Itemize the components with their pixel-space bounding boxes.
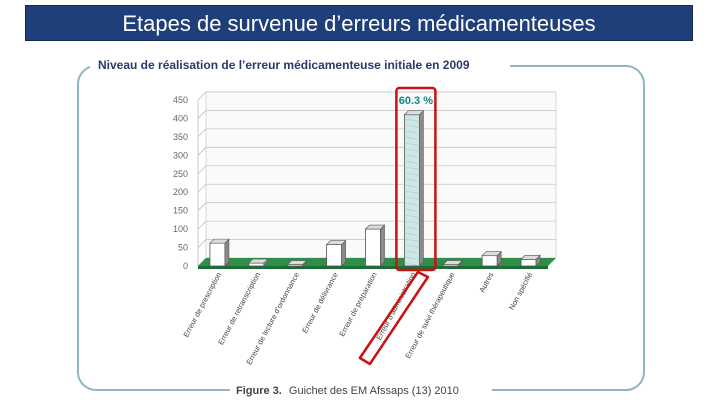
y-tick-label: 350 — [173, 132, 188, 142]
bar-top — [403, 110, 425, 116]
y-tick-label: 100 — [173, 224, 188, 234]
bar — [481, 250, 502, 267]
category-label: Autres — [477, 271, 495, 295]
bar-side — [419, 110, 424, 267]
annotation-percent: 60.3 % — [399, 95, 433, 107]
grid-line-diag — [197, 128, 207, 138]
bar-hatch — [404, 130, 420, 135]
bar-hatch — [404, 172, 420, 177]
y-tick-label: 50 — [178, 243, 188, 253]
y-tick-label: 150 — [173, 206, 188, 216]
grid-line-diag — [197, 147, 207, 156]
bar-hatch — [404, 118, 420, 123]
bar-hatch — [404, 262, 420, 267]
bar-hatch — [404, 202, 420, 207]
y-tick-label: 200 — [173, 187, 188, 197]
slide-title: Etapes de survenue d’erreurs médicamente… — [25, 5, 693, 41]
grid-line-diag — [197, 110, 207, 119]
bar-hatch — [404, 226, 420, 231]
bar-top — [520, 255, 541, 260]
y-tick-label: 300 — [173, 150, 188, 160]
bar-top — [325, 240, 347, 245]
bar-side — [380, 224, 385, 267]
bar-hatch — [404, 256, 420, 261]
figure-caption: Figure 3. Guichet des EM Afssaps (13) 20… — [236, 385, 459, 397]
figure-label: Figure 3. — [236, 385, 282, 397]
y-tick-label: 400 — [173, 113, 188, 123]
highlight-bar-box — [395, 86, 437, 272]
bar-hatch — [404, 124, 420, 129]
bar-front — [365, 228, 381, 267]
bar — [248, 258, 269, 267]
highlight-label-outline — [358, 270, 430, 366]
bar-hatch — [404, 250, 420, 255]
chart-title: Niveau de réalisation de l’erreur médica… — [98, 58, 470, 72]
bar-top — [286, 260, 308, 265]
category-label: Erreur de préparation — [337, 271, 378, 338]
bar-top — [481, 251, 502, 256]
bar-side — [224, 238, 230, 267]
figure-source: Guichet des EM Afssaps (13) 2010 — [289, 385, 459, 397]
bar — [520, 254, 541, 267]
bar-top — [209, 238, 230, 244]
bar-top — [442, 260, 464, 265]
y-axis-ticks: 0 50 100 150 200 250 300 350 400 450 — [173, 95, 188, 271]
bar — [325, 239, 347, 267]
bar-hatch — [404, 178, 420, 183]
bar-hatch — [404, 190, 420, 195]
bar-hatch — [404, 244, 420, 249]
bar-hatch — [404, 136, 420, 141]
frame-title-backdrop — [90, 56, 510, 74]
y-tick-label: 250 — [173, 169, 188, 179]
bar — [442, 259, 464, 267]
bar-hatch — [404, 232, 420, 237]
bar-hatch — [404, 142, 420, 147]
grid-line-diag — [197, 220, 207, 230]
bar-front — [326, 244, 343, 267]
bars — [209, 110, 541, 267]
bar-hatch — [404, 160, 420, 165]
bar — [403, 110, 425, 267]
bar-hatch — [404, 154, 420, 159]
category-label: Erreur de retranscription — [216, 271, 262, 347]
bar-hatch — [404, 184, 420, 189]
bar-front — [209, 242, 226, 267]
grid-line-diag — [197, 91, 207, 101]
y-tick-label: 450 — [173, 95, 188, 105]
category-label: Erreur de prescription — [181, 271, 223, 339]
bar-hatch — [404, 220, 420, 225]
bar-hatch — [404, 166, 420, 171]
bar — [209, 238, 230, 267]
bar-hatch — [404, 196, 420, 201]
floor-edge — [198, 266, 548, 269]
caption-backdrop — [230, 381, 492, 399]
bar-front — [520, 258, 537, 267]
bar-top — [248, 258, 269, 264]
category-label: Erreur de délivrance — [300, 271, 340, 335]
bar-front — [248, 262, 265, 267]
highlight-label-box — [358, 270, 430, 366]
grid-line-diag — [197, 165, 207, 175]
bar-hatch — [404, 238, 420, 243]
bar-hatch — [404, 214, 420, 219]
bar-front — [481, 255, 498, 267]
bar-hatch — [404, 208, 420, 213]
bar — [364, 224, 386, 267]
y-tick-label: 0 — [183, 261, 188, 271]
category-label: Non spécifié — [507, 271, 534, 312]
bar-hatch — [404, 148, 420, 153]
grid-line-diag — [197, 202, 207, 211]
bar-top — [364, 224, 386, 230]
grid-line-diag — [197, 239, 207, 248]
bar — [286, 259, 308, 267]
grid-line-diag — [197, 183, 207, 193]
